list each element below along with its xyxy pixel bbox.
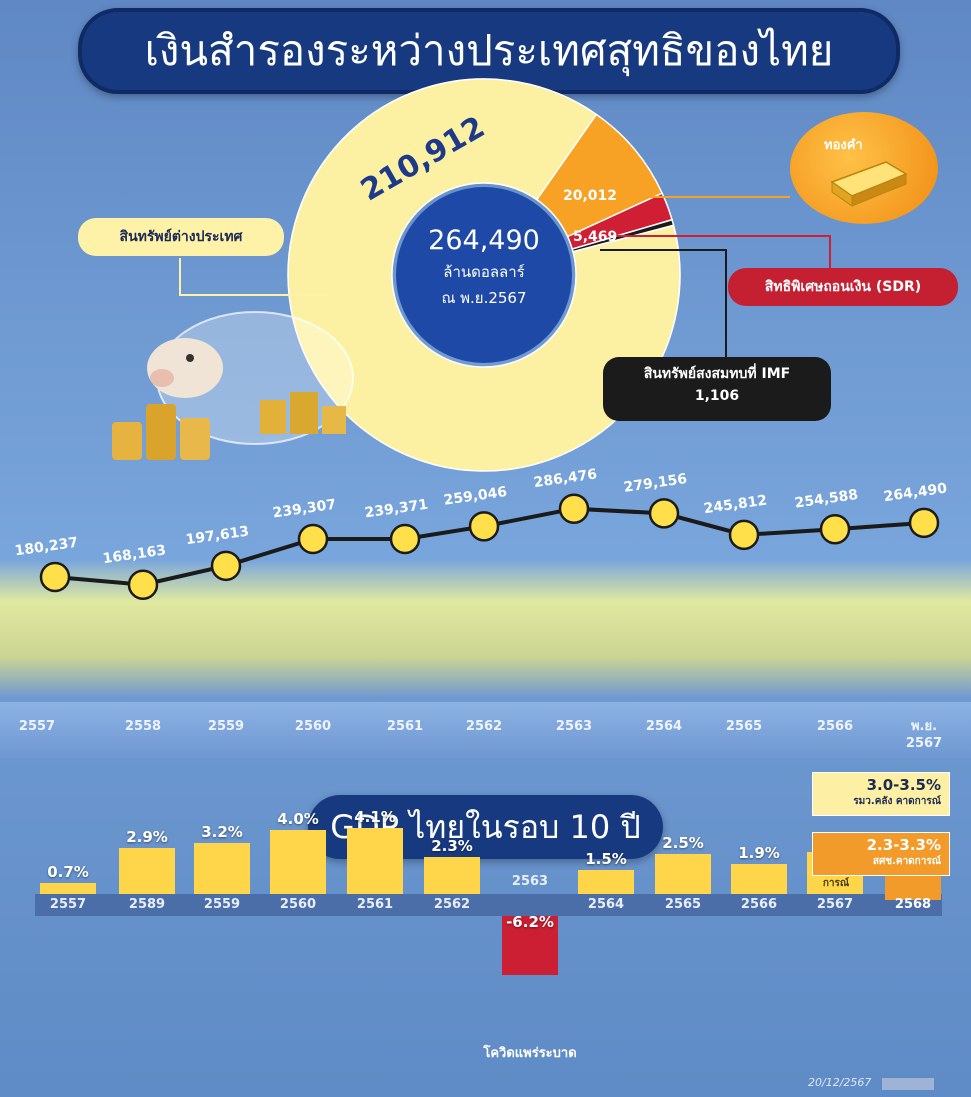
total-reserves-value: 264,490 — [428, 225, 540, 256]
total-reserves-unit: ล้านดอลลาร์ — [443, 263, 525, 281]
sdr-value: 5,469 — [573, 229, 618, 245]
total-reserves-date: ณ พ.ย.2567 — [441, 289, 527, 307]
forecast-mof-box: 3.0-3.5% รมว.คลัง คาดการณ์ — [812, 772, 950, 816]
forecast-mof-source: รมว.คลัง คาดการณ์ — [853, 796, 941, 807]
reserves-point — [389, 523, 421, 555]
gdp-year-label: 2561 — [356, 897, 394, 912]
reserves-point — [39, 561, 71, 593]
reserves-year-label: 2567 — [906, 736, 942, 751]
gdp-value-label: 0.7% — [47, 862, 89, 881]
gold-label: ทองคำ — [824, 138, 863, 153]
forecast-nesdc-box: 2.3-3.3% สศช.คาดการณ์ — [812, 832, 950, 876]
gold-value: 20,012 — [563, 188, 618, 204]
gdp-year-label: 2557 — [49, 897, 87, 912]
covid-note: โควิดแพร่ระบาด — [483, 1046, 577, 1061]
gdp-value-label: 3.2% — [201, 822, 243, 841]
banknote-backdrop — [0, 560, 971, 698]
reserves-point — [558, 493, 590, 524]
reserves-year-label: พ.ย. — [911, 719, 937, 734]
gdp-year-label: 2559 — [203, 897, 241, 912]
reserves-year-label: 2564 — [646, 719, 682, 734]
gdp-year-label: 2567 — [816, 897, 854, 912]
sdr-leader — [616, 235, 831, 268]
reserves-year-label: 2557 — [19, 719, 55, 734]
gdp-bar — [119, 847, 175, 894]
foreign-assets-slice — [287, 78, 681, 472]
gdp-year-label: 2560 — [279, 897, 317, 912]
gdp-axis-strip — [35, 894, 942, 916]
reserves-year-label: 2565 — [726, 719, 762, 734]
reserves-year-label: 2562 — [466, 719, 502, 734]
imf-value: 1,106 — [694, 388, 740, 404]
gdp-year-label: 2564 — [587, 897, 625, 912]
reserves-year-label: 2561 — [387, 719, 423, 734]
imf-box: สินทรัพย์สงสมทบที่ IMF 1,106 — [603, 357, 831, 421]
foreign-assets-label: สินทรัพย์ต่างประเทศ — [78, 218, 284, 256]
gdp-bar — [194, 842, 250, 894]
gdp-bar — [40, 882, 96, 894]
gdp-bar — [424, 857, 480, 894]
reserves-year-label: 2563 — [556, 719, 592, 734]
reserves-point — [127, 569, 159, 601]
reserves-point — [908, 507, 940, 539]
gdp-year-label: 2562 — [433, 897, 471, 912]
reserves-point — [728, 519, 760, 551]
forecast-nesdc-source: สศช.คาดการณ์ — [872, 856, 941, 867]
gdp-value-label: 2.9% — [126, 827, 168, 846]
piggy-bank-icon — [147, 311, 354, 445]
coin-stack-icon — [112, 404, 210, 460]
gdp-value-label: 2.3% — [431, 837, 473, 856]
gdp-value-label: 1.9% — [738, 843, 780, 862]
imf-label: สินทรัพย์สงสมทบที่ IMF — [643, 366, 791, 382]
total-reserves-center: 264,490 ล้านดอลลาร์ ณ พ.ย.2567 — [396, 187, 572, 363]
gdp-year-label: 2566 — [740, 897, 778, 912]
gold-bar-icon — [830, 161, 908, 207]
reserves-year-label: 2560 — [295, 719, 331, 734]
gold-badge: ทองคำ — [790, 112, 938, 224]
gdp-bar — [347, 828, 403, 894]
reserves-year-label: 2566 — [817, 719, 853, 734]
gdp-year-label: 2589 — [128, 897, 166, 912]
foreign-assets-leader — [179, 258, 330, 296]
gdp-bar — [731, 863, 787, 894]
reserves-point — [210, 550, 242, 582]
gdp-value-label: -6.2% — [506, 913, 554, 932]
gdp-bar — [655, 854, 711, 894]
gdp-value-label: 2.5% — [662, 834, 704, 852]
gdp-year-label: 2563 — [511, 874, 549, 889]
reserves-point — [648, 498, 680, 529]
date-stamp: 20/12/2567 — [808, 1076, 872, 1089]
forecast-nesdc-range: 2.3-3.3% — [866, 836, 941, 854]
sdr-label: สิทธิพิเศษถอนเงิน (SDR) — [728, 268, 958, 306]
leader-lines — [179, 196, 831, 360]
gdp-value-label: 1.5% — [585, 850, 627, 868]
reserves-year-label: 2559 — [208, 719, 244, 734]
gdp-bar — [578, 870, 634, 894]
forecast-mof-range: 3.0-3.5% — [866, 776, 941, 794]
reserves-point — [819, 513, 851, 545]
publisher-logo — [882, 1078, 934, 1090]
reserves-point — [468, 511, 500, 542]
reserves-year-label: 2558 — [125, 719, 161, 734]
imf-leader — [600, 249, 727, 360]
reserves-point — [297, 523, 329, 555]
year-strip — [0, 702, 971, 758]
gdp-year-label: 2565 — [664, 897, 702, 912]
gdp-bar — [502, 916, 558, 976]
gdp-value-label: 4.1% — [354, 808, 396, 827]
gdp-value-label: 4.0% — [277, 810, 319, 828]
gdp-forecast-year: 2568 — [894, 897, 932, 912]
gdp-bar — [270, 830, 326, 894]
